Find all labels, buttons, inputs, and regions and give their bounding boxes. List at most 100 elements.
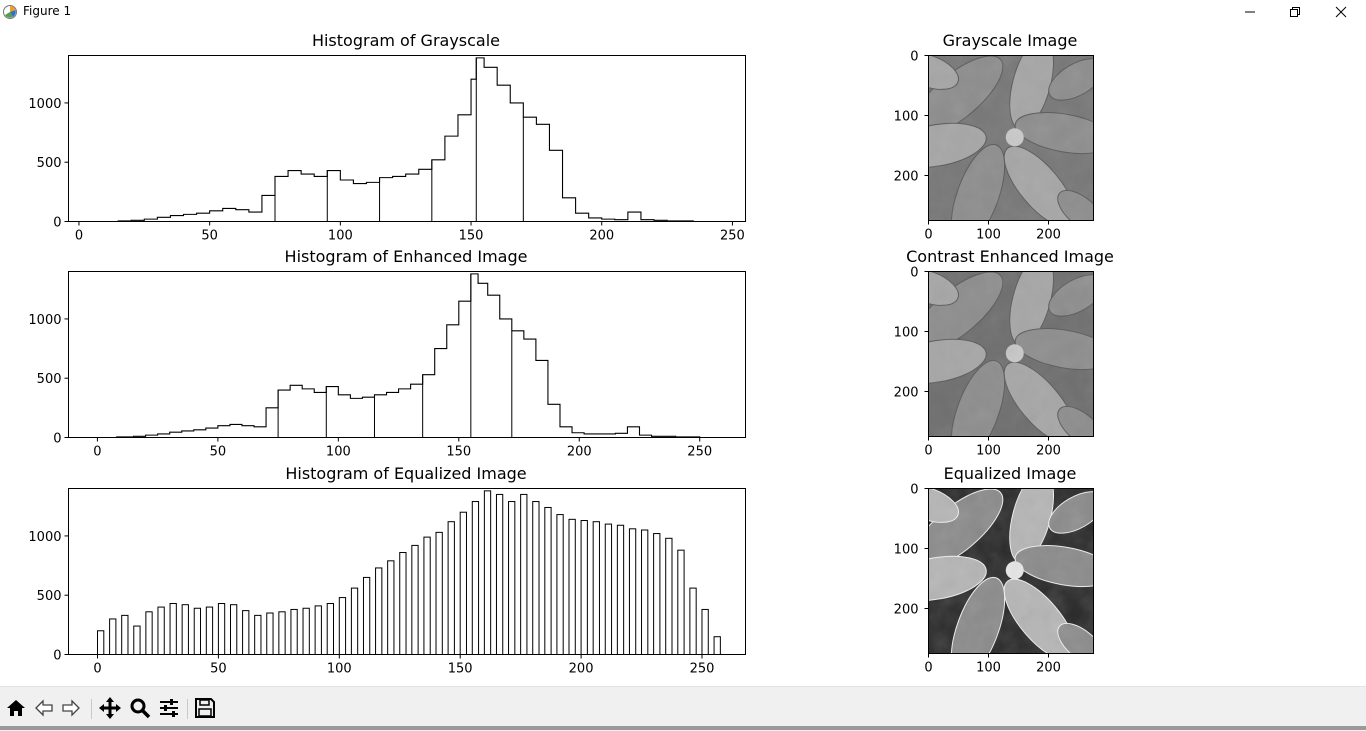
sliders-icon bbox=[160, 699, 178, 717]
histogram-bar bbox=[532, 501, 540, 655]
matplotlib-app-icon bbox=[3, 5, 17, 19]
x-tick-label: 100 bbox=[976, 228, 1001, 243]
arrow-right-icon bbox=[62, 699, 80, 717]
histogram-bar bbox=[411, 544, 419, 656]
y-tick-label: 1000 bbox=[28, 313, 61, 328]
close-icon bbox=[1335, 6, 1347, 18]
x-tick-label: 0 bbox=[924, 444, 932, 459]
y-tick-label: 100 bbox=[894, 543, 919, 558]
histogram-series-line bbox=[97, 273, 724, 439]
histogram-series-line bbox=[92, 57, 733, 223]
figure-canvas[interactable]: Histogram of Grayscale 0 50 100 150 200 250 0… bbox=[0, 24, 1366, 686]
y-tick-label: 200 bbox=[894, 170, 919, 185]
histogram-bar bbox=[314, 605, 322, 656]
image-grayscale: 0 100 200 0 100 200 bbox=[894, 50, 1094, 243]
x-tick-label: 250 bbox=[690, 662, 715, 677]
histogram-enhanced-title: Histogram of Enhanced Image bbox=[285, 247, 528, 266]
image-content bbox=[928, 488, 1094, 654]
histogram-bar bbox=[628, 528, 637, 656]
x-tick-label: 150 bbox=[446, 445, 471, 460]
y-tick-label: 0 bbox=[53, 649, 61, 664]
x-tick-label: 250 bbox=[687, 445, 712, 460]
image-equalized-title: Equalized Image bbox=[944, 464, 1077, 483]
toolbar-separator bbox=[91, 699, 92, 719]
home-icon bbox=[7, 700, 25, 716]
histogram-bar bbox=[350, 587, 359, 655]
x-tick-label: 200 bbox=[1036, 444, 1061, 459]
histogram-bar bbox=[375, 567, 383, 656]
histogram-bar bbox=[266, 612, 274, 655]
histogram-bar bbox=[556, 514, 564, 656]
histogram-bar bbox=[677, 549, 685, 656]
save-button[interactable] bbox=[192, 695, 218, 721]
window-titlebar: Figure 1 bbox=[0, 0, 1366, 24]
restore-button[interactable] bbox=[1272, 0, 1318, 24]
histogram-bar bbox=[471, 501, 480, 655]
close-button[interactable] bbox=[1318, 0, 1364, 24]
histogram-equalized-yticks: 0 500 1000 bbox=[28, 530, 69, 664]
pan-button[interactable] bbox=[97, 695, 123, 721]
histogram-bar bbox=[133, 625, 141, 655]
y-tick-label: 0 bbox=[910, 50, 918, 65]
configure-button[interactable] bbox=[156, 695, 182, 721]
histogram-bar bbox=[97, 630, 105, 655]
histogram-bar bbox=[713, 636, 721, 656]
histogram-bar bbox=[217, 603, 226, 655]
histogram-bar bbox=[242, 610, 250, 656]
magnifier-icon bbox=[130, 698, 151, 719]
histogram-bar bbox=[592, 521, 600, 656]
x-tick-label: 50 bbox=[210, 662, 227, 677]
histogram-bar bbox=[495, 493, 504, 655]
x-tick-label: 200 bbox=[569, 662, 594, 677]
image-content bbox=[928, 271, 1094, 437]
image-texture bbox=[928, 271, 1094, 437]
x-tick-label: 200 bbox=[589, 229, 614, 244]
image-texture bbox=[928, 488, 1094, 654]
x-tick-label: 0 bbox=[924, 228, 932, 243]
image-enhanced-title: Contrast Enhanced Image bbox=[906, 247, 1114, 266]
histogram-enhanced-yticks: 0 500 1000 bbox=[28, 313, 69, 447]
back-button[interactable] bbox=[31, 695, 57, 721]
y-tick-label: 100 bbox=[894, 326, 919, 341]
histogram-bar bbox=[689, 587, 697, 655]
x-tick-label: 100 bbox=[327, 662, 352, 677]
image-frame bbox=[928, 55, 1094, 221]
y-tick-label: 0 bbox=[53, 216, 61, 231]
histogram-equalized-frame bbox=[68, 488, 746, 655]
histogram-bar bbox=[604, 523, 613, 656]
restore-icon bbox=[1290, 7, 1300, 17]
x-tick-label: 150 bbox=[448, 662, 473, 677]
histogram-bar bbox=[362, 576, 371, 656]
zoom-button[interactable] bbox=[127, 695, 153, 721]
histogram-bar bbox=[338, 597, 347, 655]
x-tick-label: 200 bbox=[1036, 228, 1061, 243]
home-button[interactable] bbox=[3, 695, 29, 721]
histogram-equalized-title: Histogram of Equalized Image bbox=[285, 464, 526, 483]
histogram-enhanced-axes: Histogram of Enhanced Image 0 50 100 150 200… bbox=[28, 247, 746, 460]
y-tick-label: 100 bbox=[894, 110, 919, 125]
histogram-bar bbox=[278, 611, 286, 655]
histogram-bar bbox=[169, 603, 177, 655]
x-tick-label: 50 bbox=[201, 229, 218, 244]
x-tick-label: 0 bbox=[924, 661, 932, 676]
floppy-disk-icon bbox=[195, 698, 215, 718]
image-equalized: 0 100 200 0 100 200 bbox=[894, 483, 1094, 676]
histogram-bar bbox=[290, 608, 298, 656]
x-tick-label: 50 bbox=[210, 445, 227, 460]
navigation-toolbar bbox=[0, 686, 1366, 731]
x-tick-label: 100 bbox=[328, 229, 353, 244]
y-tick-label: 200 bbox=[894, 386, 919, 401]
minimize-button[interactable] bbox=[1227, 0, 1273, 24]
y-tick-label: 1000 bbox=[28, 97, 61, 112]
y-tick-label: 0 bbox=[910, 266, 918, 281]
x-tick-label: 250 bbox=[720, 229, 745, 244]
histogram-bar bbox=[193, 607, 202, 655]
image-equalized-axes: Equalized Image 0 100 200 0 100 200 bbox=[894, 464, 1094, 676]
forward-button[interactable] bbox=[58, 695, 84, 721]
histogram-bar bbox=[447, 521, 455, 656]
image-grayscale-axes: Grayscale Image 0 100 200 0 100 200 bbox=[894, 31, 1094, 243]
x-tick-label: 0 bbox=[93, 662, 101, 677]
histogram-bar bbox=[580, 520, 588, 655]
image-frame bbox=[928, 488, 1094, 654]
histogram-bar bbox=[665, 537, 673, 655]
